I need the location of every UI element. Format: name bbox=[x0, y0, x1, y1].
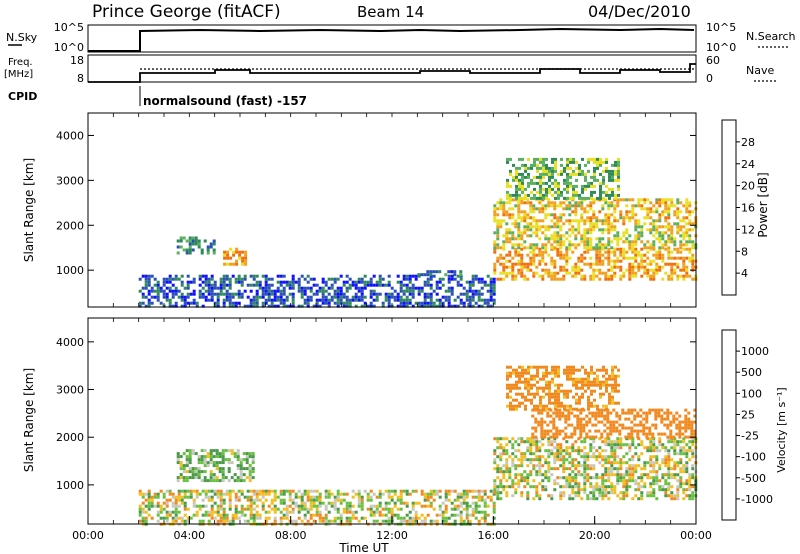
noise-left-label: N.Sky bbox=[6, 31, 38, 44]
velocity-y-axis: 1000 2000 3000 4000 bbox=[56, 318, 697, 524]
noise-left-tick-bottom: 10^0 bbox=[54, 41, 84, 54]
time-axis-label: Time UT bbox=[338, 541, 389, 554]
y-tick-label: 4000 bbox=[56, 129, 84, 142]
colorbar-tick-label: -25 bbox=[741, 430, 759, 443]
velocity-panel: 1000 2000 3000 4000 00:00 04:00 08:00 12:00 16:… bbox=[22, 317, 788, 554]
y-tick-label: 1000 bbox=[56, 479, 84, 492]
noise-right-tick-bottom: 10^0 bbox=[706, 41, 736, 54]
noise-panel: N.Sky 10^5 10^0 10^5 10^0 N.Search bbox=[6, 21, 796, 54]
nave-label: Nave bbox=[746, 64, 774, 77]
x-tick-label: 16:00 bbox=[477, 529, 509, 542]
y-tick-label: 3000 bbox=[56, 384, 84, 397]
data-region-7 bbox=[506, 157, 620, 200]
colorbar-tick-label: 100 bbox=[741, 387, 762, 400]
cpid-text: normalsound (fast) -157 bbox=[143, 94, 307, 108]
date-title: 04/Dec/2010 bbox=[588, 2, 691, 21]
data-region-3 bbox=[531, 408, 697, 439]
data-region-4 bbox=[506, 365, 620, 411]
velocity-x-axis: 00:00 04:00 08:00 12:00 16:00 20:00 00:00 bbox=[72, 516, 712, 542]
x-tick-label: 20:00 bbox=[579, 529, 611, 542]
x-tick-label: 00:00 bbox=[72, 529, 104, 542]
noise-left-tick-top: 10^5 bbox=[54, 21, 84, 34]
data-region-3 bbox=[417, 270, 463, 277]
colorbar-tick-label: 28 bbox=[741, 136, 755, 149]
x-tick-label: 04:00 bbox=[173, 529, 205, 542]
freq-label-line1: Freq. bbox=[8, 57, 33, 68]
cpid-label: CPID bbox=[8, 90, 37, 103]
freq-label-line2: [MHz] bbox=[4, 69, 33, 80]
data-region-1 bbox=[176, 236, 216, 255]
power-ylabel: Slant Range [km] bbox=[22, 158, 36, 262]
data-region-5 bbox=[493, 225, 698, 250]
noise-right-tick-top: 10^5 bbox=[706, 21, 736, 34]
nave-tick-bottom: 0 bbox=[706, 72, 713, 85]
x-tick-label: 00:00 bbox=[680, 529, 712, 542]
station-title: Prince George (fitACF) bbox=[92, 2, 281, 22]
frequency-panel: Freq. [MHz] 18 8 60 0 Nave bbox=[4, 54, 776, 85]
power-colorbar: 4 8 12 16 20 24 28 bbox=[721, 119, 755, 296]
colorbar-tick-label: 8 bbox=[741, 245, 748, 258]
colorbar-tick-label: -100 bbox=[741, 451, 766, 464]
velocity-ylabel: Slant Range [km] bbox=[22, 368, 36, 472]
velocity-cbar-label: Velocity [m s⁻¹] bbox=[775, 387, 788, 472]
y-tick-label: 4000 bbox=[56, 336, 84, 349]
freq-trace bbox=[88, 63, 696, 83]
data-region-0 bbox=[138, 274, 496, 308]
y-tick-label: 2000 bbox=[56, 219, 84, 232]
power-data-layer bbox=[138, 157, 698, 308]
data-region-0 bbox=[138, 489, 496, 526]
y-tick-label: 3000 bbox=[56, 174, 84, 187]
y-tick-label: 2000 bbox=[56, 431, 84, 444]
colorbar-tick-label: 16 bbox=[741, 202, 755, 215]
velocity-data-layer bbox=[138, 365, 698, 526]
data-region-2 bbox=[493, 437, 698, 501]
colorbar-tick-label: 1000 bbox=[741, 345, 769, 358]
x-tick-label: 08:00 bbox=[275, 529, 307, 542]
colorbar-tick-label: 20 bbox=[741, 180, 755, 193]
data-region-4 bbox=[493, 247, 698, 281]
data-region-2 bbox=[223, 247, 248, 266]
power-panel: 1000 2000 3000 4000 Slant Range [km] 4 8 12 16… bbox=[22, 112, 770, 308]
colorbar-tick-label: -500 bbox=[741, 472, 766, 485]
beam-title: Beam 14 bbox=[357, 3, 424, 21]
power-y-axis: 1000 2000 3000 4000 bbox=[56, 113, 697, 307]
power-cbar-label: Power [dB] bbox=[756, 172, 770, 237]
noise-sky-trace bbox=[88, 27, 695, 52]
freq-tick-bottom: 8 bbox=[77, 72, 84, 85]
x-tick-label: 12:00 bbox=[376, 529, 408, 542]
colorbar-tick-label: 4 bbox=[741, 267, 748, 280]
noise-right-label: N.Search bbox=[746, 30, 796, 43]
velocity-colorbar: 1000 500 100 25 -25 -100 -500 -1000 bbox=[721, 329, 773, 521]
data-region-1 bbox=[176, 449, 255, 483]
colorbar-tick-label: 24 bbox=[741, 158, 755, 171]
colorbar-tick-label: 25 bbox=[741, 408, 755, 421]
data-region-6 bbox=[493, 198, 698, 226]
colorbar-tick-label: -1000 bbox=[741, 493, 773, 506]
nave-tick-top: 60 bbox=[706, 54, 720, 67]
colorbar-tick-label: 12 bbox=[741, 223, 755, 236]
y-tick-label: 1000 bbox=[56, 264, 84, 277]
freq-tick-top: 18 bbox=[70, 54, 84, 67]
colorbar-tick-label: 500 bbox=[741, 366, 762, 379]
